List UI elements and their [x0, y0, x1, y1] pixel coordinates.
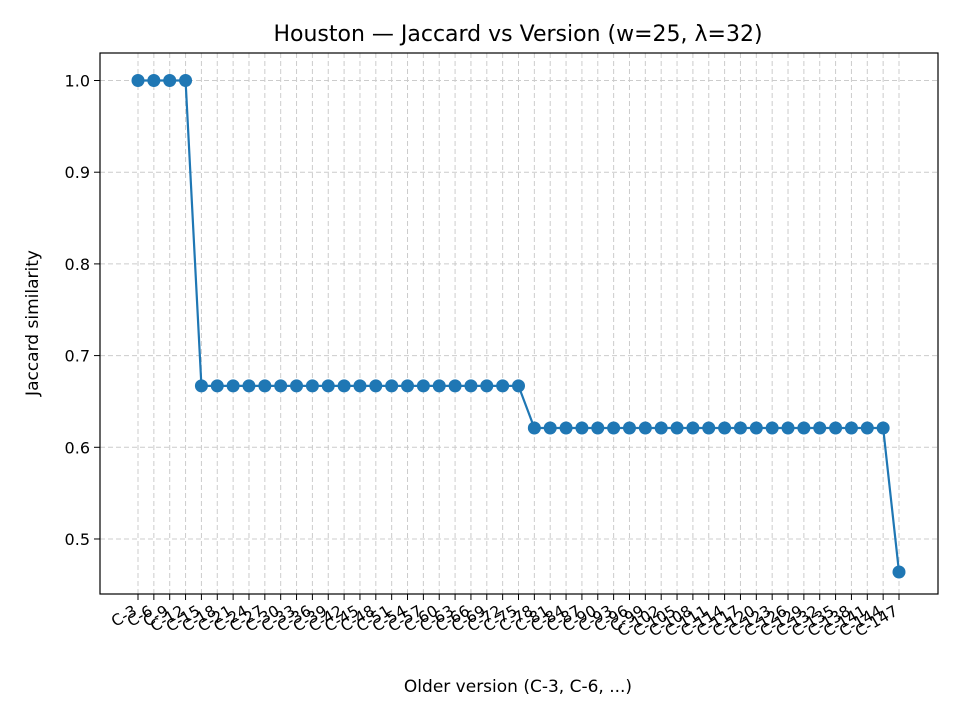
data-point	[226, 379, 240, 393]
y-tick-label: 0.6	[65, 438, 90, 457]
x-axis-label: Older version (C-3, C-6, ...)	[404, 677, 632, 697]
data-point	[512, 379, 525, 393]
data-point	[385, 379, 399, 393]
data-point	[194, 379, 208, 393]
data-point	[321, 379, 335, 393]
data-point	[829, 421, 843, 435]
data-point	[607, 421, 621, 435]
data-point	[892, 565, 906, 579]
data-point	[702, 421, 716, 435]
chart-title: Houston — Jaccard vs Version (w=25, λ=32…	[273, 22, 762, 47]
data-point	[559, 421, 573, 435]
data-point	[654, 421, 668, 435]
data-point	[765, 421, 779, 435]
y-axis-label: Jaccard similarity	[23, 250, 43, 397]
data-point	[258, 379, 272, 393]
data-point	[290, 379, 304, 393]
data-point	[480, 379, 494, 393]
data-point	[638, 421, 652, 435]
data-point	[179, 74, 193, 88]
data-point	[337, 379, 351, 393]
data-point	[496, 379, 510, 393]
y-axis: 0.5 0.6 0.7 0.8 0.9 1.0	[65, 72, 100, 549]
data-point	[718, 421, 732, 435]
y-tick-label: 0.9	[65, 163, 90, 182]
data-point	[369, 379, 383, 393]
y-tick-label: 0.7	[65, 347, 90, 366]
data-point	[797, 421, 811, 435]
data-point	[733, 421, 747, 435]
data-point	[464, 379, 478, 393]
data-point	[163, 74, 177, 88]
data-point	[813, 421, 827, 435]
data-point	[416, 379, 430, 393]
data-point	[274, 379, 288, 393]
data-point	[844, 421, 858, 435]
data-point	[781, 421, 795, 435]
y-tick-label: 0.8	[65, 255, 90, 274]
data-point	[305, 379, 319, 393]
data-point	[210, 379, 224, 393]
data-point	[860, 421, 874, 435]
data-point	[876, 421, 890, 435]
data-point	[527, 421, 541, 435]
series	[131, 74, 906, 579]
data-point	[448, 379, 462, 393]
y-tick-label: 1.0	[65, 72, 90, 91]
grid	[100, 53, 938, 594]
data-point	[575, 421, 589, 435]
data-point	[242, 379, 256, 393]
data-point	[401, 379, 415, 393]
data-point	[353, 379, 367, 393]
data-point	[131, 74, 145, 88]
data-point	[147, 74, 161, 88]
data-point	[622, 421, 636, 435]
data-point	[686, 421, 700, 435]
y-tick-label: 0.5	[65, 530, 90, 549]
data-point	[432, 379, 446, 393]
data-point	[591, 421, 605, 435]
data-point	[670, 421, 684, 435]
data-point	[749, 421, 763, 435]
data-point	[543, 421, 557, 435]
